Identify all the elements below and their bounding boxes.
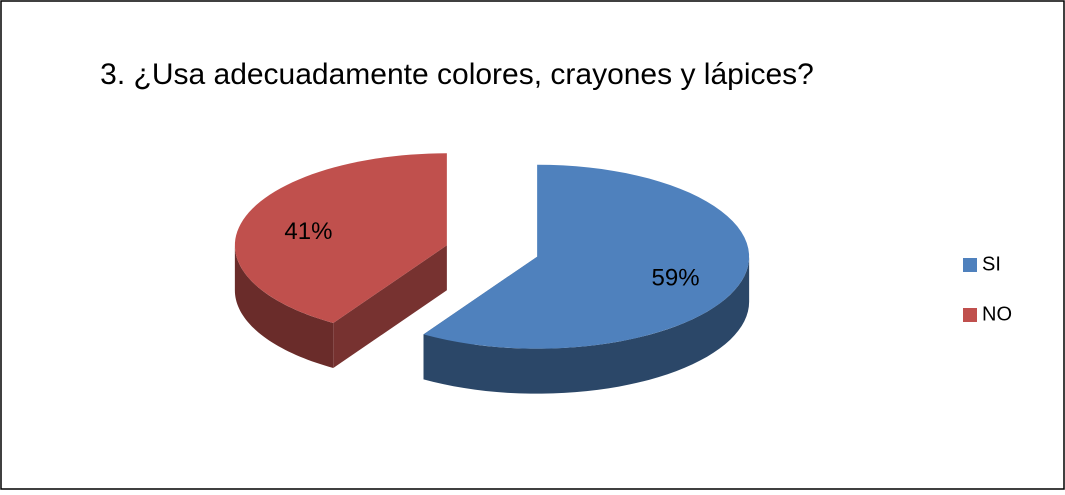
slice-top	[234, 153, 447, 323]
legend-label: NO	[982, 303, 1012, 325]
slice-side	[423, 256, 750, 394]
pie-slice	[423, 164, 750, 394]
chart-title: 3. ¿Usa adecuadamente colores, crayones …	[100, 58, 814, 91]
pie-slice	[234, 153, 447, 368]
slice-top	[423, 164, 750, 349]
slice-side	[234, 245, 334, 368]
data-label: 41%	[284, 218, 332, 245]
data-label: 59%	[652, 264, 700, 291]
legend-label: SI	[982, 253, 1001, 275]
slice-cut-face	[333, 245, 447, 368]
legend-swatch	[963, 308, 977, 322]
legend-swatch	[963, 258, 977, 272]
